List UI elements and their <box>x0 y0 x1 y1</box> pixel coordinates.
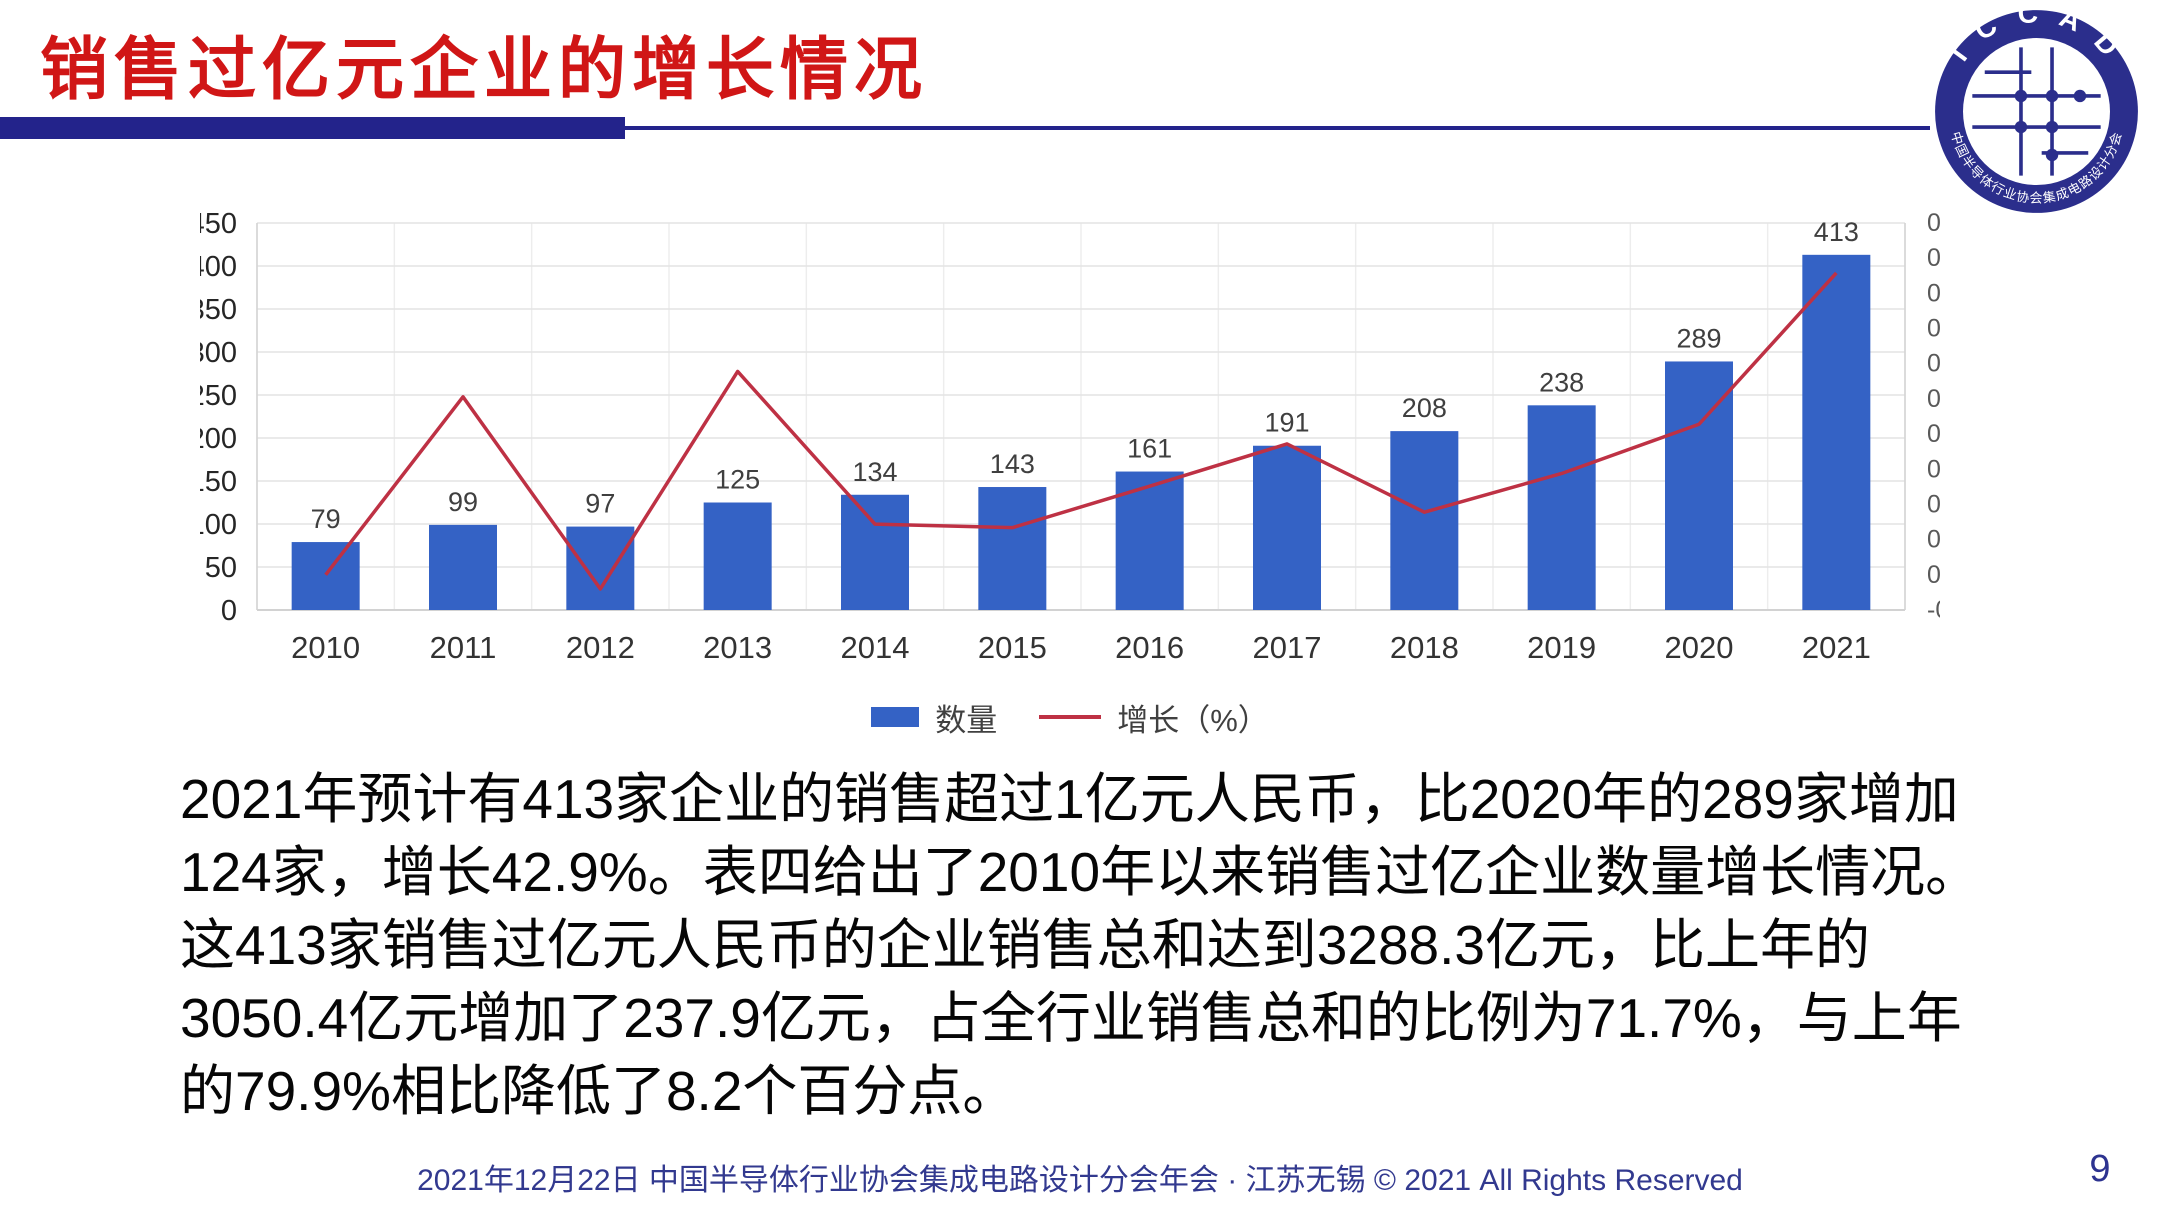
logo-inner-circle <box>1963 38 2110 185</box>
left-axis-tick: 100 <box>200 509 237 541</box>
left-axis-tick: 200 <box>200 423 237 455</box>
bar-label: 191 <box>1264 408 1309 438</box>
body-line: 2021年预计有413家企业的销售超过1亿元人民币，比2020年的289家增加 <box>180 768 1959 830</box>
logo-circuit-dots <box>2014 89 2087 162</box>
left-axis-tick: 150 <box>200 466 237 498</box>
combo-chart: 450 400 350 300 250 200 150 100 50 0 0.5 0.45 0.4 0.3… <box>200 160 1940 760</box>
x-axis-label: 2012 <box>566 630 635 665</box>
right-axis-tick: 0.4 <box>1927 279 1940 307</box>
left-axis-tick: 400 <box>200 251 237 283</box>
left-axis-tick: 50 <box>205 552 237 584</box>
body-line: 124家，增长42.9%。表四给出了2010年以来销售过亿企业数量增长情况。 <box>180 841 1981 903</box>
right-axis-tick: 0.2 <box>1927 420 1940 448</box>
title-underline-thin <box>625 126 1930 130</box>
right-axis-tick: 0.05 <box>1927 526 1940 554</box>
right-axis-tick: 0.1 <box>1927 490 1940 518</box>
legend-bar-swatch <box>871 707 920 727</box>
chart-legend: 数量 增长（%） <box>200 692 1940 742</box>
right-axis-tick: -0.05 <box>1927 596 1940 624</box>
bar-2021 <box>1802 254 1871 610</box>
bar-2015 <box>978 487 1047 610</box>
bar-label: 161 <box>1127 434 1172 464</box>
left-axis-tick: 300 <box>200 337 237 369</box>
x-axis-label: 2014 <box>841 630 910 665</box>
legend-line-swatch <box>1039 715 1102 719</box>
left-axis-tick: 0 <box>221 595 237 627</box>
x-axis-label: 2010 <box>291 630 360 665</box>
right-axis-tick: 0.5 <box>1927 209 1940 237</box>
x-axis-label: 2013 <box>703 630 772 665</box>
bar-2019 <box>1527 405 1596 610</box>
body-paragraph: 2021年预计有413家企业的销售超过1亿元人民币，比2020年的289家增加 … <box>180 763 2020 1128</box>
bar-label: 125 <box>715 465 760 495</box>
right-axis-tick: 0.35 <box>1927 315 1940 343</box>
right-axis-tick: 0 <box>1927 561 1940 589</box>
right-axis-tick: 0.15 <box>1927 455 1940 483</box>
bar-label: 289 <box>1676 323 1721 353</box>
bar-label: 238 <box>1539 367 1584 397</box>
body-line: 3050.4亿元增加了237.9亿元，占全行业销售总和的比例为71.7%，与上年 <box>180 987 1962 1049</box>
bar-label: 143 <box>990 449 1035 479</box>
body-line: 的79.9%相比降低了8.2个百分点。 <box>180 1060 1018 1122</box>
bar-2017 <box>1253 445 1321 610</box>
growth-line <box>324 271 1838 591</box>
bar-label: 99 <box>448 487 478 517</box>
left-axis-tick: 350 <box>200 294 237 326</box>
bar-2012 <box>566 526 635 610</box>
footer-text: 2021年12月22日 中国半导体行业协会集成电路设计分会年会 · 江苏无锡 ©… <box>417 1164 1743 1197</box>
x-axis-label: 2019 <box>1527 630 1596 665</box>
legend-bar-label: 数量 <box>935 702 998 738</box>
right-axis-tick: 0.3 <box>1927 350 1940 378</box>
bar-label: 413 <box>1814 217 1859 247</box>
iccad-logo: I C C A D 中国半导体行业协会集成电路设计分会 <box>1935 8 2138 213</box>
bar-2011 <box>429 524 497 610</box>
bar-2013 <box>703 502 772 610</box>
x-axis-label: 2018 <box>1390 630 1459 665</box>
left-axis-tick: 250 <box>200 380 237 412</box>
bar-2014 <box>841 494 909 610</box>
x-axis-label: 2017 <box>1253 630 1322 665</box>
right-axis-tick: 0.45 <box>1927 244 1940 272</box>
bar-label: 134 <box>852 457 897 487</box>
x-axis-label: 2021 <box>1802 630 1871 665</box>
bar-label: 208 <box>1402 393 1447 423</box>
right-axis-tick: 0.25 <box>1927 385 1940 413</box>
left-axis-tick: 450 <box>200 208 237 240</box>
chart-plot-area: 450 400 350 300 250 200 150 100 50 0 0.5 0.45 0.4 0.3… <box>200 208 1940 665</box>
legend-line-label: 增长（%） <box>1117 702 1269 738</box>
page-number: 9 <box>2089 1148 2111 1190</box>
x-axis-label: 2015 <box>978 630 1047 665</box>
title-underline-thick <box>0 117 625 139</box>
bar-label: 97 <box>585 489 615 519</box>
x-axis-label: 2020 <box>1665 630 1734 665</box>
bar-2018 <box>1390 431 1459 610</box>
bar-2020 <box>1665 361 1733 610</box>
x-axis-label: 2011 <box>430 630 497 665</box>
page-title: 销售过亿元企业的增长情况 <box>40 32 929 108</box>
bar-label: 79 <box>311 504 341 534</box>
body-line: 这413家销售过亿元人民币的企业销售总和达到3288.3亿元，比上年的 <box>180 914 1870 976</box>
bar-2010 <box>291 542 360 610</box>
x-axis-label: 2016 <box>1115 630 1184 665</box>
